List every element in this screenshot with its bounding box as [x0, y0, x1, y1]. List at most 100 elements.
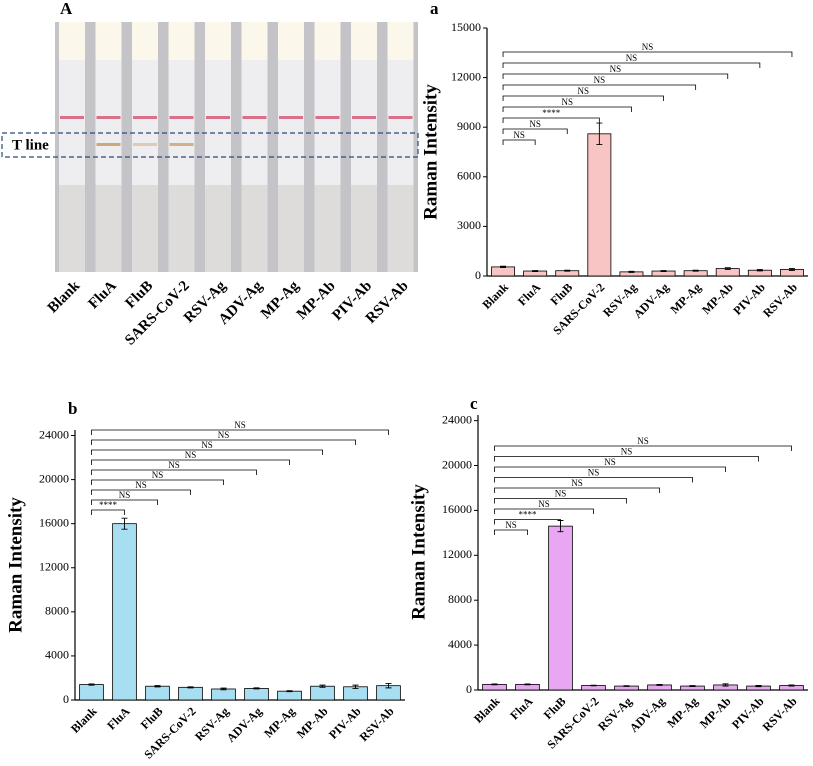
- x-tick-label: FluB: [138, 704, 166, 732]
- error-bar: [385, 683, 392, 689]
- significance-bracket: [91, 429, 389, 435]
- significance-label: NS: [604, 457, 616, 467]
- significance-label: NS: [626, 53, 638, 63]
- error-bar: [596, 122, 603, 146]
- significance-label: NS: [571, 478, 583, 488]
- panel-label: c: [470, 394, 478, 413]
- error-bar: [590, 684, 597, 687]
- bar: [112, 523, 137, 701]
- x-tick-label: FluB: [541, 694, 569, 722]
- x-tick-label: MP-Ab: [294, 704, 331, 741]
- bar: [277, 690, 302, 701]
- y-tick-label: 6000: [457, 169, 481, 183]
- significance-bracket: [502, 106, 632, 112]
- x-tick-label: ADV-Ag: [627, 694, 668, 735]
- strip-shade: [95, 185, 122, 272]
- strip-label: MP-Ag: [258, 278, 303, 323]
- strip-shade: [278, 185, 304, 272]
- y-tick-label: 4000: [448, 637, 472, 651]
- significance-bracket: [91, 449, 323, 455]
- significance-bracket: [91, 469, 257, 475]
- test-line: [133, 143, 157, 146]
- strip-pad: [387, 22, 414, 60]
- error-bar: [656, 684, 663, 686]
- significance-bracket: [494, 508, 594, 514]
- x-tick-label: Blank: [480, 280, 512, 312]
- x-tick-label: Blank: [68, 704, 100, 736]
- error-bar: [788, 267, 795, 271]
- y-tick-label: 0: [63, 692, 69, 706]
- significance-label: NS: [505, 520, 517, 530]
- error-bar: [88, 683, 95, 686]
- strip-pad: [95, 22, 122, 60]
- strip-shade: [205, 185, 231, 272]
- significance-label: NS: [637, 436, 649, 446]
- significance-bracket: [502, 95, 664, 101]
- error-bar: [692, 269, 699, 272]
- control-line: [279, 116, 303, 119]
- significance-bracket: [502, 139, 536, 145]
- significance-label: NS: [135, 480, 147, 490]
- error-bar: [623, 685, 630, 687]
- significance-label: NS: [538, 499, 550, 509]
- significance-label: NS: [185, 450, 197, 460]
- y-tick-label: 24000: [442, 412, 472, 426]
- significance-bracket: [494, 487, 660, 493]
- strip-shade: [314, 185, 341, 272]
- significance-label: NS: [152, 470, 164, 480]
- y-tick-label: 4000: [45, 648, 69, 662]
- error-bar: [628, 270, 635, 273]
- significance-label: NS: [218, 430, 230, 440]
- x-tick-label: RSV-Ab: [760, 280, 800, 320]
- error-bar: [253, 687, 260, 690]
- photo: T line A: [1, 0, 419, 272]
- strip-label: FluB: [123, 278, 157, 312]
- strip-shade: [168, 185, 195, 272]
- y-tick-label: 12000: [39, 560, 69, 574]
- error-bar: [722, 683, 729, 687]
- significance-bracket: [494, 466, 726, 472]
- control-line: [60, 116, 84, 119]
- strip-pad: [314, 22, 341, 60]
- strip-shade: [351, 185, 377, 272]
- significance-bracket: [91, 439, 356, 445]
- y-axis-label: Raman Intensity: [408, 484, 429, 620]
- y-tick-label: 15000: [451, 20, 481, 34]
- y-tick-label: 24000: [39, 427, 69, 441]
- strip-label: FluA: [85, 278, 119, 312]
- error-bar: [524, 683, 531, 686]
- y-tick-label: 12000: [442, 547, 472, 561]
- error-bar: [755, 685, 762, 688]
- strip-pad: [205, 22, 231, 60]
- x-tick-label: RSV-Ab: [357, 704, 397, 744]
- significance-bracket: [502, 84, 697, 90]
- x-tick-label: RSV-Ab: [760, 694, 800, 734]
- significance-label: NS: [234, 420, 246, 430]
- significance-bracket: [91, 509, 125, 515]
- bar: [244, 688, 269, 701]
- strip-shade: [59, 185, 85, 272]
- significance-label: NS: [561, 97, 573, 107]
- panel-label: a: [430, 0, 439, 18]
- bar: [79, 684, 104, 701]
- x-tick-label: ADV-Ag: [224, 704, 265, 745]
- control-line: [388, 116, 413, 119]
- significance-bracket: [494, 529, 528, 535]
- significance-label: NS: [594, 75, 606, 85]
- control-line: [242, 116, 267, 119]
- strip-shade: [387, 185, 414, 272]
- y-tick-label: 3000: [457, 218, 481, 232]
- significance-bracket: [502, 62, 761, 68]
- y-axis-label: Raman Intensity: [5, 497, 26, 633]
- y-tick-label: 16000: [39, 515, 69, 529]
- significance-bracket: [91, 459, 290, 465]
- significance-bracket: [494, 445, 792, 451]
- bar: [587, 133, 612, 277]
- y-tick-label: 0: [466, 682, 472, 696]
- y-tick-label: 9000: [457, 119, 481, 133]
- error-bar: [724, 267, 731, 270]
- significance-bracket: [91, 489, 191, 495]
- bar: [145, 685, 170, 701]
- bar: [310, 685, 335, 701]
- x-tick-label: MP-Ag: [261, 704, 297, 740]
